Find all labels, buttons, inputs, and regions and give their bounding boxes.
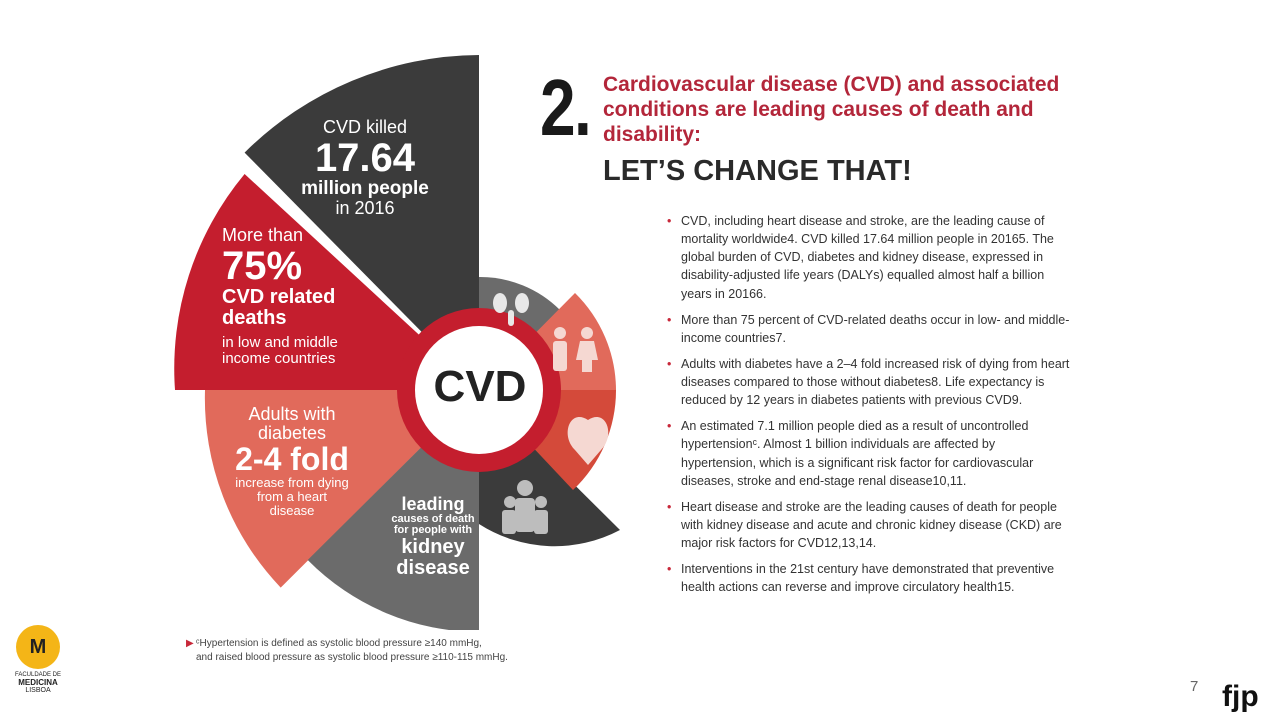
low-income-line4: deaths — [222, 306, 287, 329]
low-income-value: 75% — [222, 243, 303, 288]
kidney-line3: for people with — [393, 524, 473, 537]
footnote-line1: ᶜHypertension is defined as systolic blo… — [196, 638, 482, 649]
diabetes-line4: increase from dying — [235, 475, 349, 491]
slide-subheading: LET’S CHANGE THAT! — [603, 155, 912, 187]
diabetes-line6: disease — [269, 502, 315, 518]
killed-line4: in 2016 — [335, 197, 395, 218]
infographic-wedges — [174, 55, 620, 630]
diabetes-line2: diabetes — [257, 422, 327, 443]
bullet-list: CVD, including heart disease and stroke,… — [667, 212, 1072, 604]
family-icon — [502, 480, 548, 534]
logo-line3: LISBOA — [25, 687, 51, 694]
footnote-line2: and raised blood pressure as systolic bl… — [196, 652, 508, 663]
faculty-logo: M FACULDADE DE MEDICINA LISBOA — [10, 625, 66, 694]
low-income-text: More than 75% CVD related deaths in low … — [222, 226, 392, 366]
low-income-line5: in low and middle — [222, 333, 338, 351]
kidneys-icon — [493, 293, 529, 326]
killed-value: 17.64 — [314, 135, 416, 180]
bullet-item: An estimated 7.1 million people died as … — [667, 417, 1072, 490]
wedge-killed — [244, 55, 479, 390]
killed-line1: CVD killed — [322, 117, 408, 137]
logo-line1: FACULDADE DE — [14, 672, 61, 678]
bullet-item: More than 75 percent of CVD-related deat… — [667, 311, 1072, 347]
kidney-line4: kidney — [401, 535, 465, 558]
page-number: 7 — [1190, 678, 1199, 695]
bullet-item: Heart disease and stroke are the leading… — [667, 498, 1072, 552]
low-income-line3: CVD related — [222, 285, 336, 308]
bullet-item: Adults with diabetes have a 2–4 fold inc… — [667, 355, 1072, 409]
bullet-item: Interventions in the 21st century have d… — [667, 560, 1072, 596]
low-income-line1: More than — [222, 225, 304, 245]
kidney-line5: disease — [396, 556, 470, 579]
footnote-marker-icon: ▶ — [186, 638, 194, 649]
logo-line2: MEDICINA — [18, 678, 58, 687]
low-income-line6: income countries — [222, 349, 336, 367]
slide-number: 2. — [540, 63, 592, 152]
kidney-text: leading causes of death for people with … — [378, 495, 488, 579]
diabetes-text: Adults with diabetes 2-4 fold increase f… — [222, 405, 362, 517]
killed-line3: million people — [301, 177, 429, 199]
kidney-line2: causes of death — [391, 512, 475, 525]
center-disc — [415, 326, 543, 454]
footnote: ▶ ᶜHypertension is defined as systolic b… — [186, 637, 616, 665]
bullet-item: CVD, including heart disease and stroke,… — [667, 212, 1072, 303]
logo-monogram-icon: M — [16, 625, 60, 669]
center-label: CVD — [433, 362, 527, 411]
people-icon — [553, 327, 598, 372]
slide-heading: Cardiovascular disease (CVD) and associa… — [603, 73, 1060, 147]
diabetes-line1: Adults with — [248, 404, 336, 424]
wedge-diabetes — [204, 390, 479, 588]
killed-text: CVD killed 17.64 million people in 2016 — [290, 118, 440, 218]
wedge-low-income — [174, 174, 480, 390]
cvd-infographic: CVD killed 17.64 million people in 2016 … — [150, 40, 650, 630]
diabetes-value: 2-4 fold — [235, 440, 349, 477]
diabetes-line5: from a heart — [256, 489, 328, 505]
kidney-line1: leading — [401, 494, 465, 514]
brand-logo: fjp — [1222, 680, 1259, 713]
heart-icon — [567, 417, 609, 465]
